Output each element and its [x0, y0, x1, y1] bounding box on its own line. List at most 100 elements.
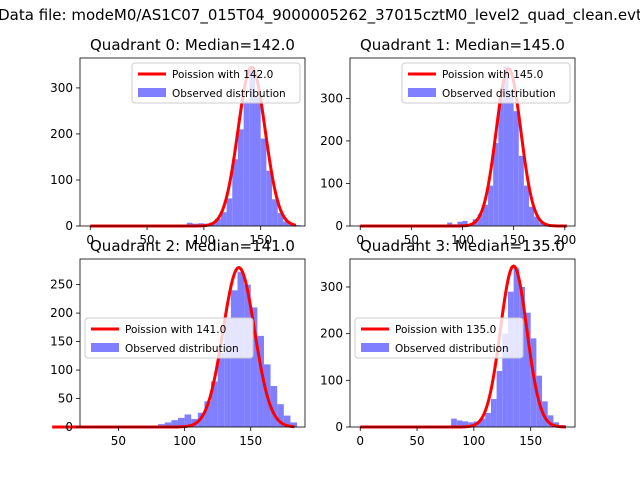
- y-tick-label: 100: [50, 173, 73, 187]
- x-tick-label: 200: [553, 233, 576, 247]
- x-tick-label: 100: [451, 233, 474, 247]
- quadrant-0-title: Quadrant 0: Median=142.0: [90, 36, 295, 54]
- histogram-bar: [488, 185, 494, 226]
- histogram-bar: [277, 213, 284, 226]
- axes-frame: [349, 258, 576, 428]
- histogram-bar: [479, 418, 486, 427]
- legend: Poission with 141.0 Observed distribution: [84, 317, 254, 359]
- histogram-bar: [177, 417, 185, 427]
- x-tick-label: 0: [356, 233, 364, 247]
- histogram-bar: [493, 143, 499, 226]
- legend-label-fit: Poission with 145.0: [442, 69, 543, 81]
- histogram-bar: [547, 415, 554, 427]
- legend: Poission with 135.0 Observed distribution: [354, 317, 524, 359]
- legend-label-observed: Observed distribution: [125, 343, 239, 355]
- quadrant-1-title: Quadrant 1: Median=145.0: [360, 36, 565, 54]
- x-tick-label: 100: [173, 434, 196, 448]
- quadrant-3-panel: Quadrant 3: Median=135.0 0 50 100 150 0 100 200…: [320, 237, 576, 448]
- figure-suptitle: Data file: modeM0/AS1C07_015T04_90000052…: [0, 6, 640, 25]
- x-tick-label: 50: [404, 233, 419, 247]
- histogram-bar: [184, 414, 192, 427]
- histogram-bar: [518, 155, 524, 226]
- histogram-bar: [508, 89, 514, 227]
- axes-frame: [79, 258, 306, 428]
- quadrant-3-title: Quadrant 3: Median=135.0: [360, 237, 565, 255]
- histogram-bar: [237, 129, 244, 226]
- histogram-bar: [290, 422, 298, 427]
- histogram-bar: [250, 307, 258, 427]
- y-tick-label: 0: [65, 420, 73, 434]
- histogram-bar: [462, 220, 468, 226]
- histogram-bar: [260, 138, 267, 226]
- histogram-bar: [539, 222, 545, 226]
- histogram-bar: [232, 159, 238, 226]
- y-tick-label: 200: [50, 127, 73, 141]
- histogram-bar: [226, 198, 233, 226]
- histogram-bar: [503, 66, 509, 226]
- x-tick-label: 50: [139, 233, 154, 247]
- histogram-bar: [498, 98, 504, 226]
- legend-box: [84, 317, 254, 359]
- quadrant-0-panel: Quadrant 0: Median=142.0 0 50 100 150 0 100 200…: [50, 36, 306, 247]
- legend-label-fit: Poission with 141.0: [125, 324, 226, 336]
- y-tick-label: 100: [50, 363, 73, 377]
- histogram-bar: [447, 222, 453, 226]
- legend: Poission with 145.0 Observed distribution: [401, 62, 571, 104]
- histogram-bar: [525, 312, 531, 427]
- histogram-bar: [211, 381, 218, 427]
- histogram-bar: [528, 206, 535, 226]
- histogram-bar: [277, 404, 284, 427]
- legend-label-fit: Poission with 135.0: [395, 324, 496, 336]
- histogram-bar: [215, 218, 221, 226]
- histogram-bar: [457, 221, 463, 226]
- histogram-bar: [513, 111, 519, 226]
- legend-histogram-swatch: [138, 88, 166, 97]
- histogram-bar: [164, 422, 172, 427]
- histogram-bar: [294, 225, 301, 226]
- histogram-bar: [451, 418, 457, 427]
- legend-box: [131, 62, 301, 104]
- histogram-bar: [490, 399, 497, 427]
- legend-label-observed: Observed distribution: [442, 88, 556, 100]
- quadrant-1-panel: Quadrant 1: Median=145.0 0 50 100 150 200 0 100…: [320, 36, 576, 247]
- y-tick-label: 0: [335, 420, 343, 434]
- histogram-bar: [270, 386, 278, 427]
- histogram-bar: [534, 216, 540, 226]
- x-tick-label: 100: [192, 233, 215, 247]
- x-tick-label: 100: [462, 434, 485, 448]
- legend-box: [354, 317, 524, 359]
- histogram-bar: [462, 421, 469, 427]
- y-tick-label: 200: [50, 306, 73, 320]
- histogram-bar: [456, 420, 463, 427]
- y-tick-label: 0: [65, 219, 73, 233]
- legend-label-observed: Observed distribution: [172, 88, 286, 100]
- y-tick-label: 50: [58, 392, 73, 406]
- histogram-bar: [482, 204, 489, 226]
- histogram-bar: [220, 212, 227, 226]
- histogram-bar: [255, 97, 261, 227]
- y-tick-label: 300: [50, 81, 73, 95]
- histogram-bar: [224, 318, 231, 427]
- histogram-bar: [502, 333, 508, 427]
- panels-container: Quadrant 0: Median=142.0 0 50 100 150 0 100 200…: [50, 36, 576, 448]
- y-tick-label: 100: [320, 176, 343, 190]
- histogram-bars: [181, 69, 301, 227]
- x-tick-label: 150: [249, 233, 272, 247]
- x-tick-label: 50: [111, 434, 126, 448]
- y-tick-label: 250: [50, 278, 73, 292]
- histogram-bar: [217, 352, 225, 427]
- histogram-bar: [496, 371, 503, 427]
- histogram-bar: [283, 415, 291, 427]
- histogram-bar: [257, 335, 264, 427]
- y-tick-label: 100: [320, 373, 343, 387]
- x-tick-label: 50: [409, 434, 424, 448]
- histogram-bar: [249, 69, 255, 226]
- x-tick-label: 0: [86, 233, 94, 247]
- legend: Poission with 142.0 Observed distribution: [131, 62, 301, 104]
- y-tick-label: 200: [320, 134, 343, 148]
- legend-histogram-swatch: [408, 88, 436, 97]
- x-tick-label: 150: [519, 434, 542, 448]
- histogram-bar: [204, 401, 212, 427]
- histogram-bar: [272, 199, 278, 226]
